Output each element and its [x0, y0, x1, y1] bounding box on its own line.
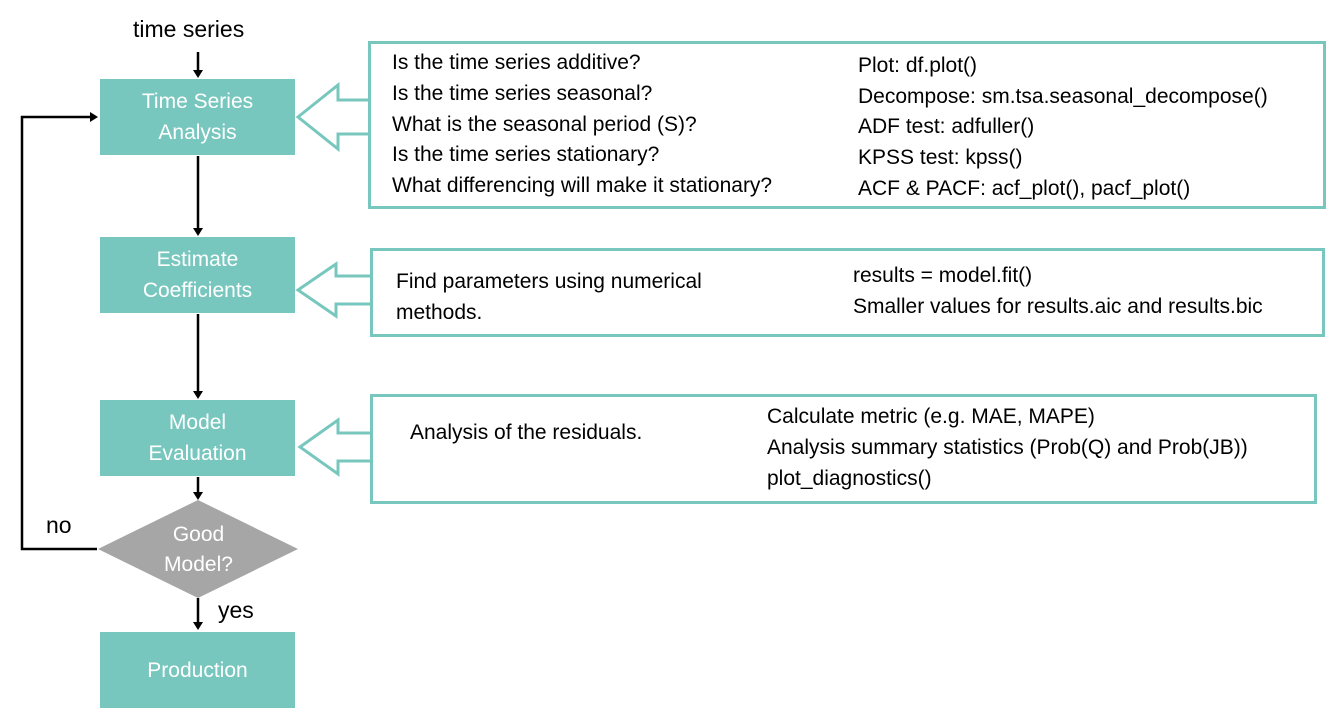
analysis-question: Is the time series seasonal? — [392, 82, 653, 105]
panel-estimate — [370, 248, 1325, 337]
step-production: Production — [100, 632, 295, 708]
panel-analysis — [368, 41, 1326, 209]
analysis-tool: KPSS test: kpss() — [858, 146, 1023, 169]
decision-diamond — [98, 500, 298, 598]
step-time-series-analysis: Time Series Analysis — [100, 79, 295, 155]
arrow-no-loop-back — [20, 112, 98, 551]
block-arrow-estimate — [295, 261, 374, 319]
branch-label-yes: yes — [218, 597, 254, 623]
block-arrow-analysis — [295, 81, 372, 153]
evaluation-tool: plot_diagnostics() — [767, 467, 932, 490]
estimate-description: methods. — [396, 301, 483, 324]
analysis-tool: Decompose: sm.tsa.seasonal_decompose() — [858, 85, 1268, 108]
analysis-tool: ADF test: adfuller() — [858, 115, 1035, 138]
evaluation-tool: Analysis summary statistics (Prob(Q) and… — [767, 436, 1248, 459]
block-arrow-evaluation — [297, 417, 374, 477]
analysis-question: Is the time series stationary? — [392, 143, 660, 166]
evaluation-description: Analysis of the residuals. — [410, 421, 643, 444]
analysis-question: What differencing will make it stationar… — [392, 174, 773, 197]
estimate-description: Find parameters using numerical — [396, 270, 702, 293]
estimate-tool: results = model.fit() — [853, 264, 1033, 287]
analysis-tool: ACF & PACF: acf_plot(), pacf_plot() — [858, 177, 1191, 200]
evaluation-tool: Calculate metric (e.g. MAE, MAPE) — [767, 405, 1095, 428]
analysis-tool: Plot: df.plot() — [858, 54, 978, 77]
start-label: time series — [133, 16, 245, 42]
panel-evaluation — [370, 394, 1317, 504]
step-estimate-coefficients: Estimate Coefficients — [100, 237, 295, 313]
decision-label: Good Model? — [164, 523, 233, 576]
analysis-question: Is the time series additive? — [392, 51, 641, 74]
step-model-evaluation: Model Evaluation — [100, 400, 295, 476]
analysis-question: What is the seasonal period (S)? — [392, 113, 697, 136]
branch-label-no: no — [46, 512, 72, 538]
estimate-tool: Smaller values for results.aic and resul… — [853, 295, 1263, 318]
